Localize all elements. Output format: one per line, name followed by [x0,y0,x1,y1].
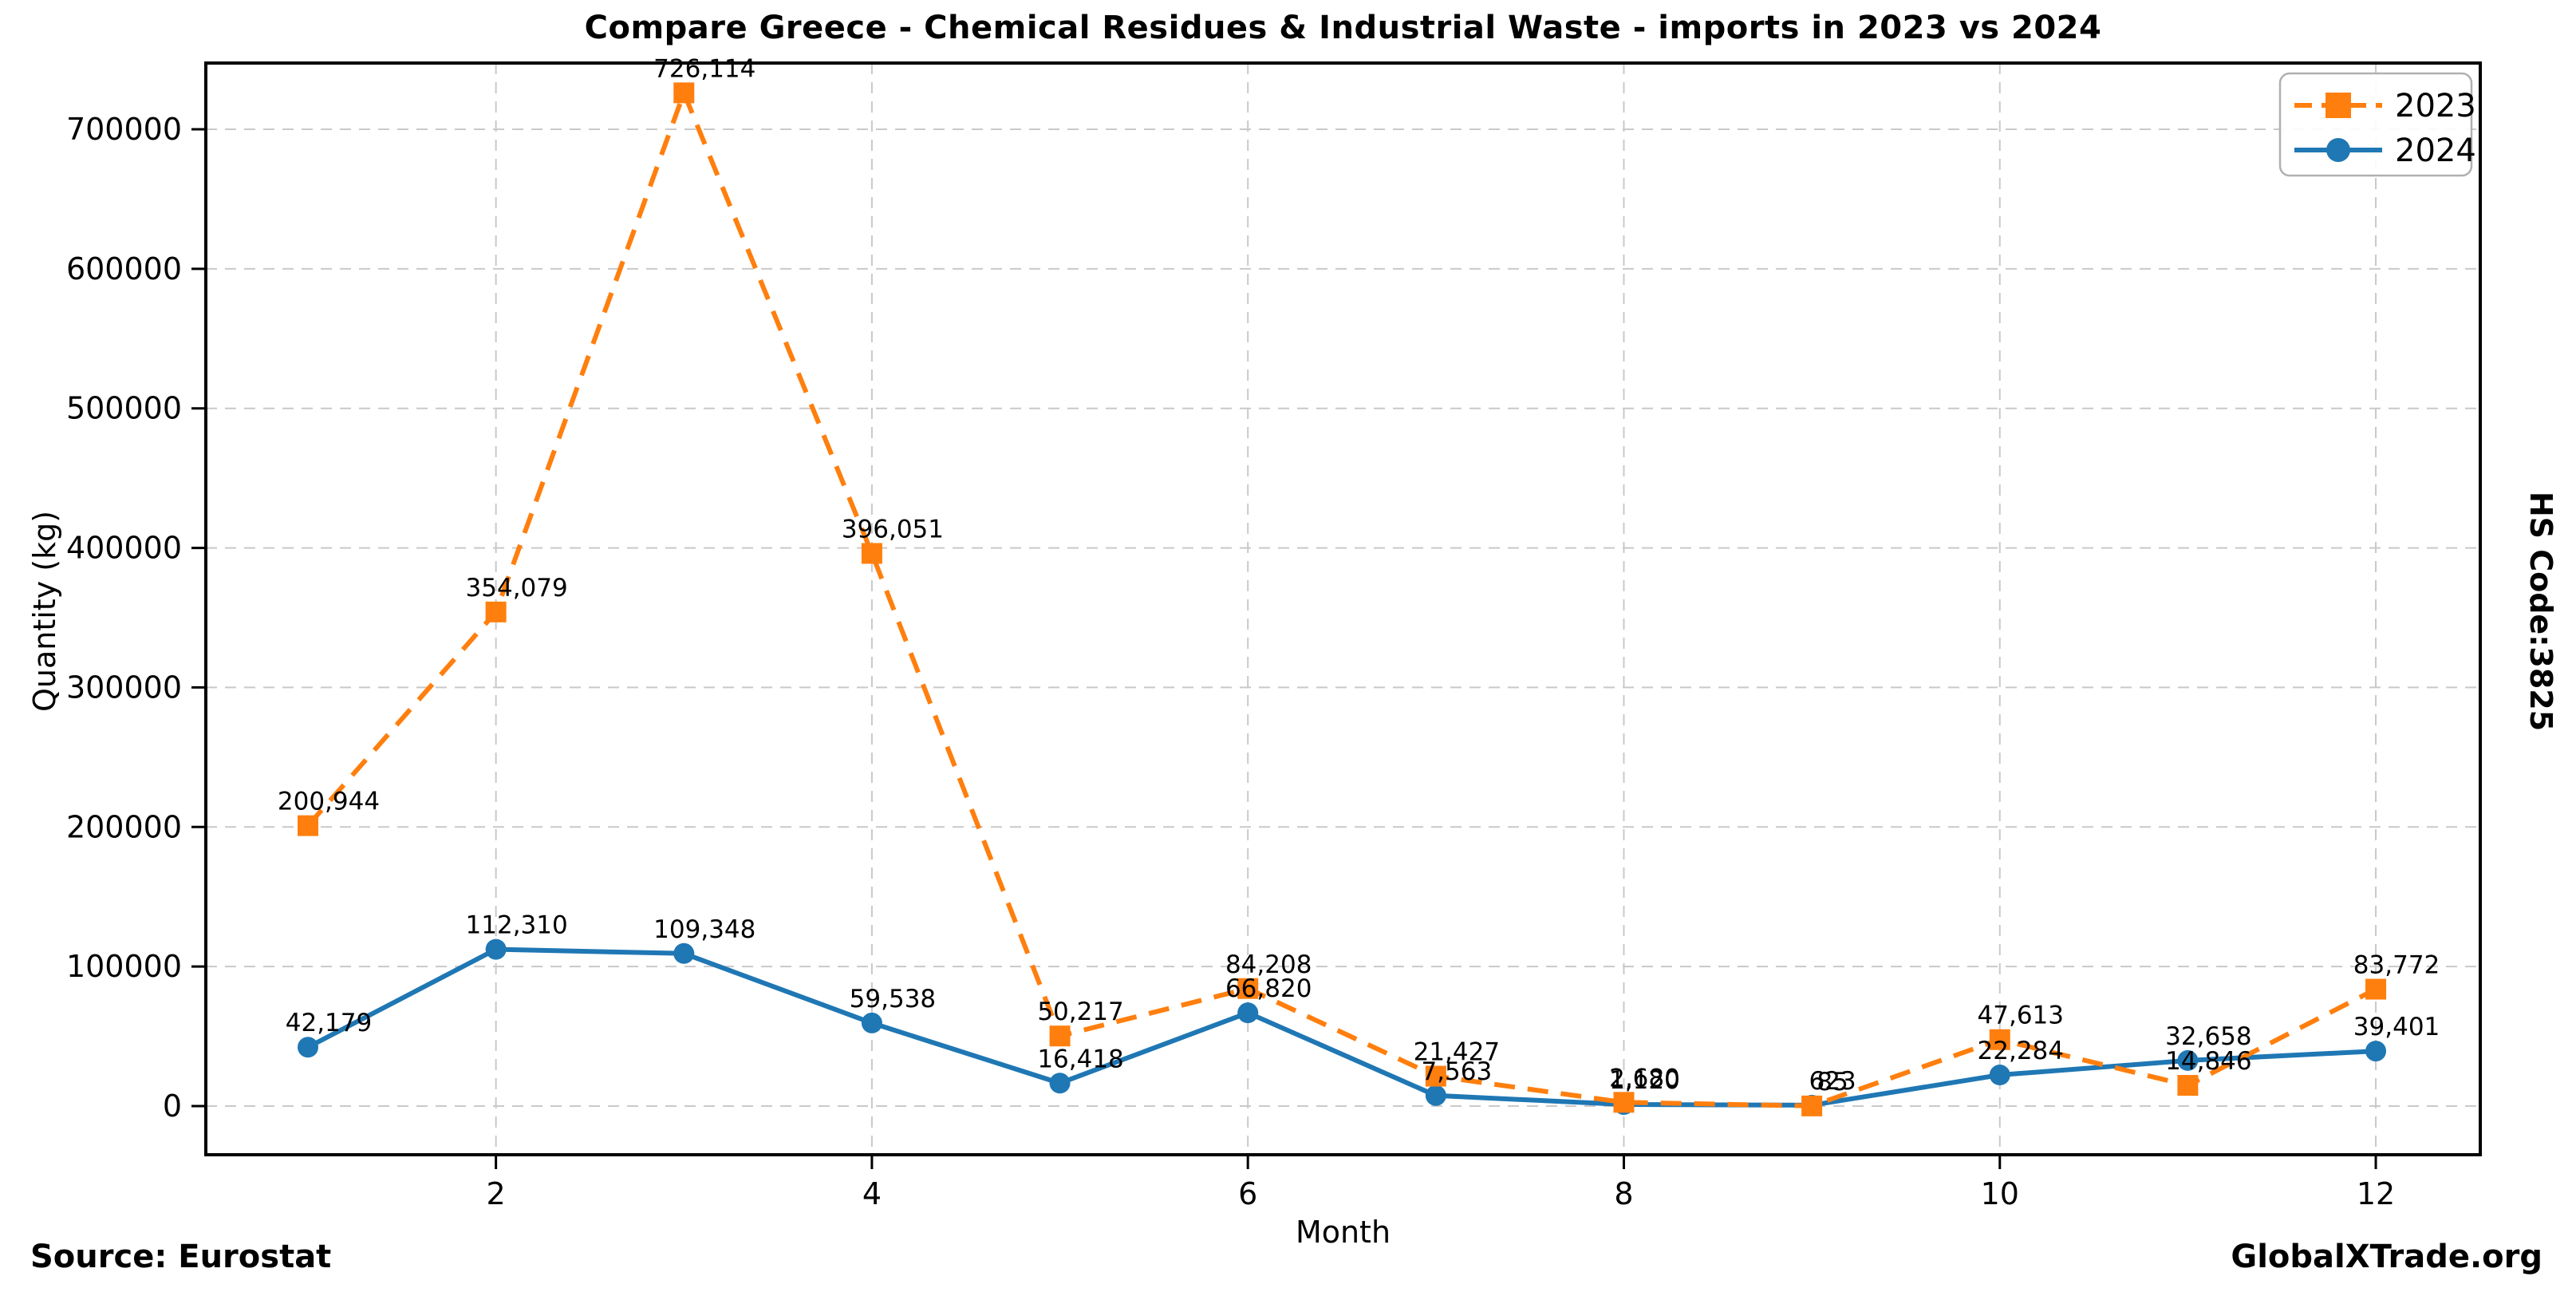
plot-border [204,61,2482,1156]
data-point-2024 [1425,1085,1446,1106]
svg-text:66,820: 66,820 [1225,974,1312,1003]
data-point-2024 [1989,1065,2010,1086]
data-point-2024 [485,938,507,960]
data-point-2024 [298,1037,318,1058]
source-credit: Source: Eurostat [30,1239,332,1275]
svg-text:200000: 200000 [66,809,182,844]
data-point-2023 [1989,1029,2010,1050]
svg-text:4: 4 [862,1176,882,1211]
gridlines [206,63,2480,1155]
data-point-2023 [673,82,695,104]
svg-text:21,427: 21,427 [1414,1038,1500,1067]
svg-text:300000: 300000 [66,670,182,705]
data-point-2024 [2365,1041,2387,1062]
svg-text:726,114: 726,114 [653,54,755,83]
svg-text:112,310: 112,310 [466,911,568,940]
data-point-2023 [1801,1095,1823,1116]
svg-text:10: 10 [1981,1176,2019,1211]
svg-text:2,680: 2,680 [1609,1064,1680,1093]
legend-label-2024: 2024 [2395,132,2476,169]
svg-text:109,348: 109,348 [653,915,755,944]
svg-text:83,772: 83,772 [2353,951,2440,980]
svg-text:600000: 600000 [66,251,182,286]
svg-text:50,217: 50,217 [1037,998,1123,1026]
data-point-2023 [1049,1025,1071,1047]
svg-text:2: 2 [487,1176,506,1211]
legend: 2023 2024 [2278,72,2476,177]
data-point-2023 [1425,1065,1446,1087]
data-point-2024 [861,1012,882,1033]
data-point-2024 [1049,1073,1071,1094]
svg-text:623: 623 [1809,1067,1856,1096]
data-point-2023 [1237,978,1259,999]
svg-text:1,120: 1,120 [1609,1066,1680,1095]
svg-text:12: 12 [2357,1176,2395,1211]
data-point-2023 [861,543,882,564]
series-2024 [298,938,2387,1116]
brand-credit: GlobalXTrade.org [2231,1239,2542,1275]
data-point-2024 [673,942,695,964]
chart-title: Compare Greece - Chemical Residues & Ind… [584,10,2102,46]
data-point-2023 [2365,978,2387,1000]
series-2023 [298,82,2387,1116]
svg-text:32,658: 32,658 [2165,1022,2251,1051]
svg-text:6: 6 [1238,1176,1257,1211]
svg-text:84,208: 84,208 [1225,950,1312,979]
svg-text:7,563: 7,563 [1421,1057,1492,1086]
svg-text:85: 85 [1817,1068,1848,1096]
data-point-2023 [485,601,507,622]
svg-text:700000: 700000 [66,112,182,147]
svg-text:0: 0 [163,1089,182,1124]
data-labels-2024: 42,179 112,310 109,348 59,538 16,418 66,820 7,… [286,911,2440,1096]
svg-text:396,051: 396,051 [842,515,944,543]
legend-label-2023: 2023 [2395,88,2476,124]
svg-text:42,179: 42,179 [286,1009,372,1037]
data-point-2024 [1237,1002,1259,1024]
svg-text:59,538: 59,538 [850,985,936,1013]
svg-text:22,284: 22,284 [1978,1037,2064,1065]
svg-text:500000: 500000 [66,391,182,426]
svg-text:14,846: 14,846 [2165,1047,2251,1076]
data-point-2023 [2177,1075,2199,1096]
axis-ticks [191,128,2377,1169]
data-point-2024 [2177,1049,2199,1071]
x-axis-label: Month [1295,1215,1391,1250]
svg-text:400000: 400000 [66,531,182,566]
data-labels-2023: 200,944 354,079 726,114 396,051 50,217 84,208… [278,54,2440,1096]
svg-text:100000: 100000 [66,949,182,984]
data-point-2023 [1613,1092,1635,1113]
svg-text:16,418: 16,418 [1037,1045,1123,1073]
data-point-2023 [298,815,318,836]
tick-labels: 0 100000 200000 300000 400000 500000 600000 700… [66,112,2395,1211]
svg-text:8: 8 [1614,1176,1633,1211]
svg-text:39,401: 39,401 [2353,1013,2440,1041]
svg-text:354,079: 354,079 [466,574,568,603]
svg-text:200,944: 200,944 [278,788,380,816]
svg-text:47,613: 47,613 [1978,1002,2064,1030]
